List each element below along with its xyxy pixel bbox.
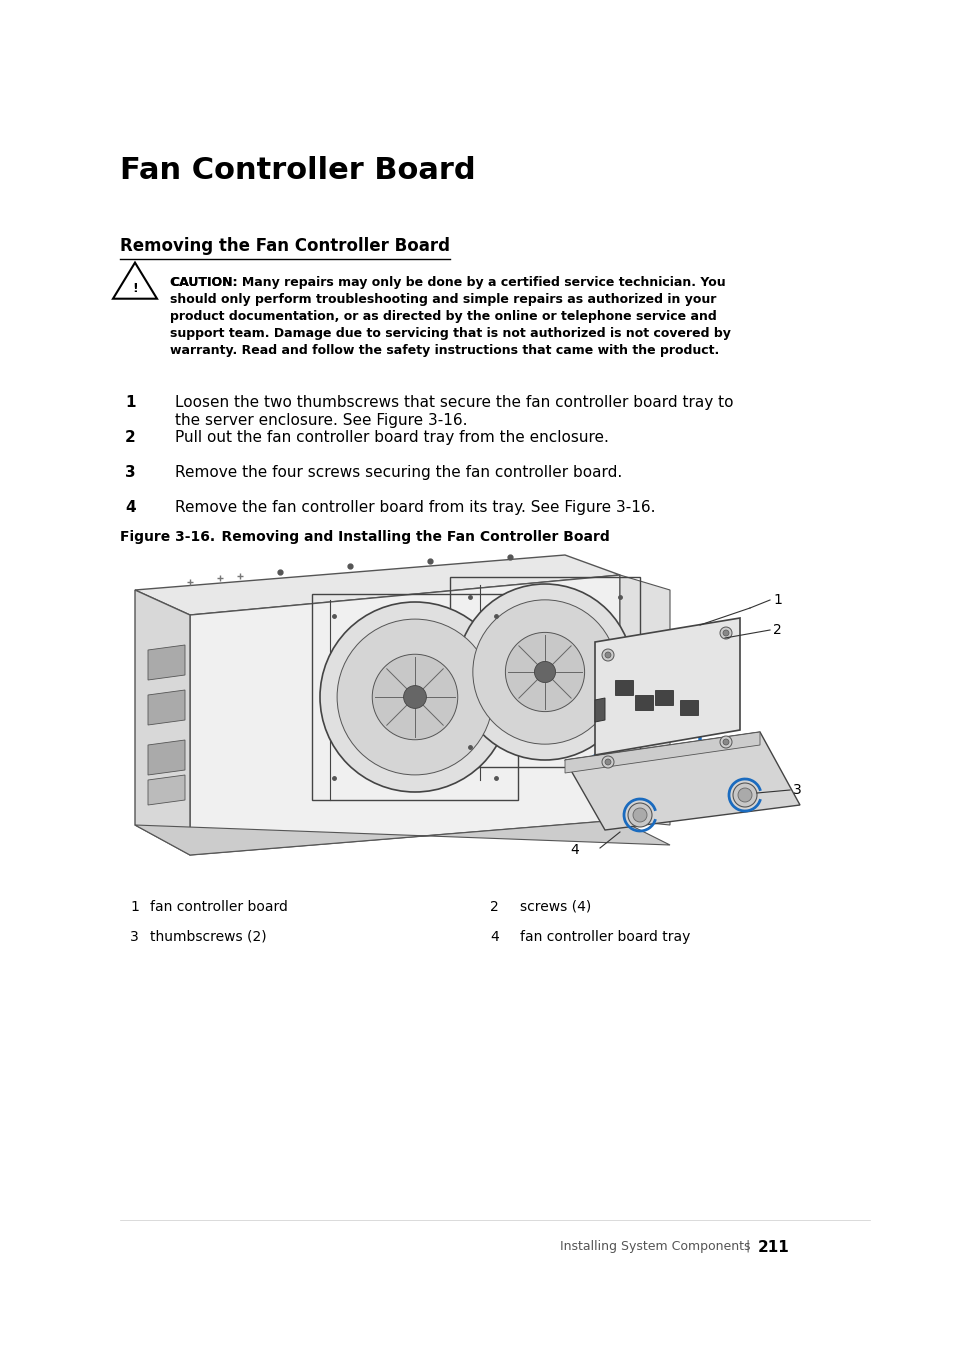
Text: |: | <box>744 1241 748 1253</box>
Polygon shape <box>148 740 185 775</box>
Text: !: ! <box>132 282 138 294</box>
Text: Figure 3-16.: Figure 3-16. <box>120 531 214 544</box>
Text: 1: 1 <box>125 396 135 410</box>
Circle shape <box>456 585 633 760</box>
Text: product documentation, or as directed by the online or telephone service and: product documentation, or as directed by… <box>170 310 716 323</box>
Text: Removing the Fan Controller Board: Removing the Fan Controller Board <box>120 238 450 255</box>
Polygon shape <box>148 775 185 805</box>
Text: screws (4): screws (4) <box>519 900 591 914</box>
Text: fan controller board tray: fan controller board tray <box>519 930 690 944</box>
Polygon shape <box>595 618 740 755</box>
Circle shape <box>372 655 457 740</box>
Polygon shape <box>635 695 652 710</box>
Text: 3: 3 <box>130 930 138 944</box>
Text: 4: 4 <box>125 500 135 514</box>
Circle shape <box>720 736 731 748</box>
Text: 2: 2 <box>125 431 135 446</box>
Polygon shape <box>148 645 185 680</box>
Text: 3: 3 <box>125 464 135 481</box>
Text: should only perform troubleshooting and simple repairs as authorized in your: should only perform troubleshooting and … <box>170 293 716 306</box>
Text: Removing and Installing the Fan Controller Board: Removing and Installing the Fan Controll… <box>202 531 609 544</box>
Text: thumbscrews (2): thumbscrews (2) <box>150 930 266 944</box>
Text: 4: 4 <box>490 930 498 944</box>
Text: 2: 2 <box>772 622 781 637</box>
Polygon shape <box>679 701 698 716</box>
Text: Remove the four screws securing the fan controller board.: Remove the four screws securing the fan … <box>174 464 621 481</box>
Circle shape <box>633 809 646 822</box>
Circle shape <box>534 662 555 683</box>
Text: 2: 2 <box>490 900 498 914</box>
Polygon shape <box>148 690 185 725</box>
Circle shape <box>722 630 728 636</box>
Circle shape <box>732 783 757 807</box>
Text: Loosen the two thumbscrews that secure the fan controller board tray to: Loosen the two thumbscrews that secure t… <box>174 396 733 410</box>
Circle shape <box>505 632 584 711</box>
Polygon shape <box>655 690 672 705</box>
Polygon shape <box>135 819 669 855</box>
Text: Remove the fan controller board from its tray. See Figure 3-16.: Remove the fan controller board from its… <box>174 500 655 514</box>
Circle shape <box>738 788 751 802</box>
Text: the server enclosure. See Figure 3-16.: the server enclosure. See Figure 3-16. <box>174 413 467 428</box>
Polygon shape <box>564 732 760 774</box>
Circle shape <box>627 803 651 828</box>
Circle shape <box>604 652 610 657</box>
Text: warranty. Read and follow the safety instructions that came with the product.: warranty. Read and follow the safety ins… <box>170 344 719 356</box>
Text: 3: 3 <box>792 783 801 796</box>
Circle shape <box>601 649 614 662</box>
Polygon shape <box>135 590 190 855</box>
Circle shape <box>604 759 610 765</box>
Text: Pull out the fan controller board tray from the enclosure.: Pull out the fan controller board tray f… <box>174 431 608 446</box>
Circle shape <box>403 686 426 709</box>
Text: 4: 4 <box>569 842 578 857</box>
Text: 1: 1 <box>130 900 139 914</box>
Polygon shape <box>564 732 800 830</box>
Text: 211: 211 <box>758 1241 789 1256</box>
Polygon shape <box>135 555 619 616</box>
Text: Installing System Components: Installing System Components <box>559 1241 750 1253</box>
Circle shape <box>601 756 614 768</box>
Text: 1: 1 <box>772 593 781 608</box>
Polygon shape <box>190 575 619 855</box>
Circle shape <box>336 620 493 775</box>
Circle shape <box>473 599 617 744</box>
Text: CAUTION: Many repairs may only be done by a certified service technician. You: CAUTION: Many repairs may only be done b… <box>170 275 725 289</box>
Polygon shape <box>615 680 633 695</box>
Circle shape <box>722 738 728 745</box>
Text: fan controller board: fan controller board <box>150 900 288 914</box>
Polygon shape <box>595 698 604 722</box>
Circle shape <box>319 602 510 792</box>
Circle shape <box>720 626 731 639</box>
Polygon shape <box>619 575 669 825</box>
Text: support team. Damage due to servicing that is not authorized is not covered by: support team. Damage due to servicing th… <box>170 327 730 340</box>
Text: CAUTION:: CAUTION: <box>170 275 237 289</box>
Text: Fan Controller Board: Fan Controller Board <box>120 157 476 185</box>
